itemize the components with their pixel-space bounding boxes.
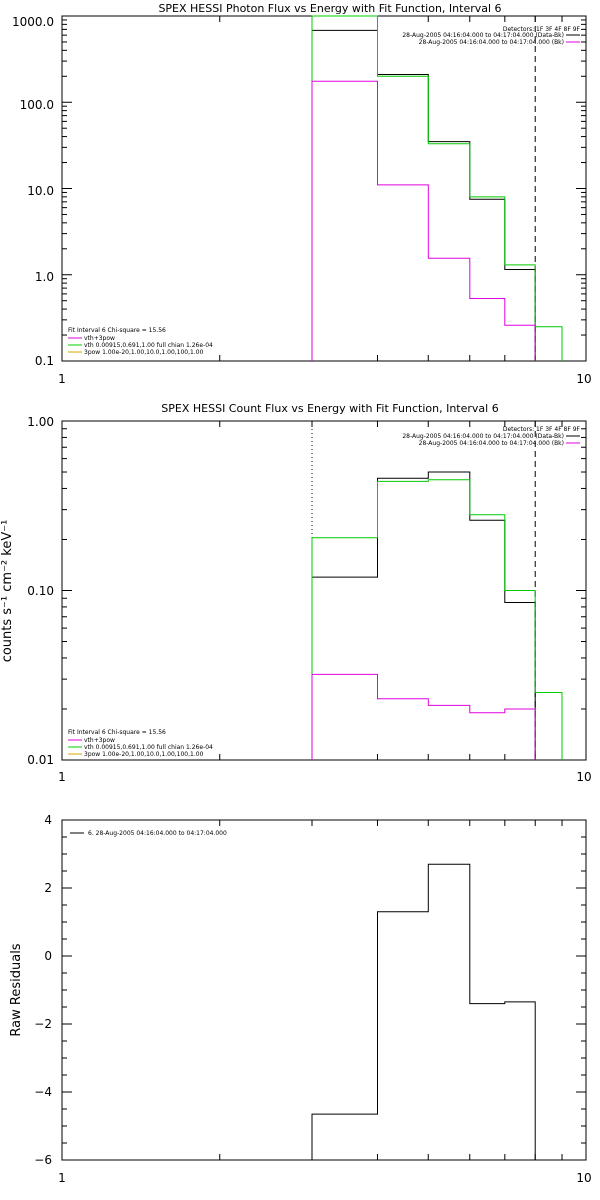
series-line-1 bbox=[311, 15, 563, 361]
series-line-0 bbox=[311, 29, 536, 361]
series-group bbox=[311, 471, 563, 760]
series-line-2 bbox=[311, 673, 536, 760]
y-tick-label: −6 bbox=[34, 1153, 52, 1167]
y-tick-label: 0.10 bbox=[27, 584, 54, 598]
y-tick-label: 1.0 bbox=[35, 270, 54, 284]
plot-frame bbox=[61, 819, 587, 1161]
series-line-0 bbox=[311, 471, 536, 760]
x-tick-label: 10 bbox=[576, 372, 591, 386]
y-tick-label: 100.0 bbox=[20, 98, 54, 112]
y-tick-label: 1.00 bbox=[27, 415, 54, 429]
legend-entry-data: 28-Aug-2005 04:16:04.000 to 04:17:04.000… bbox=[402, 32, 564, 39]
series-group bbox=[311, 863, 536, 1160]
legend-fit-vth: vth 0.00915,0.691,1.00 full chian 1.26e-… bbox=[84, 744, 213, 751]
series-line-1 bbox=[311, 479, 563, 760]
legend-fit-total: vth+3pow bbox=[84, 335, 115, 342]
series-line-2 bbox=[311, 80, 536, 361]
axis-ticks bbox=[62, 420, 586, 761]
series-group bbox=[311, 15, 563, 361]
y-tick-label: 10.0 bbox=[27, 184, 54, 198]
y-tick-label: 1000.0 bbox=[12, 15, 54, 29]
x-tick-label: 1 bbox=[58, 372, 66, 386]
y-tick-label: 4 bbox=[44, 813, 52, 827]
legend-entry-data: 28-Aug-2005 04:16:04.000 to 04:17:04.000… bbox=[402, 433, 564, 440]
legend-fit-header: Fit Interval 6 Chi-square = 15.56 bbox=[68, 327, 166, 334]
axis-ticks bbox=[62, 15, 586, 362]
panel-residuals: 4 2 0 −2 −4 −6 Raw Residuals 1 10 6. 28-… bbox=[9, 813, 592, 1185]
legend-entry-bk: 28-Aug-2005 04:16:04.000 to 04:17:04.000… bbox=[419, 39, 564, 46]
x-tick-label: 1 bbox=[58, 770, 66, 784]
y-axis-label: counts s⁻¹ cm⁻² keV⁻¹ bbox=[0, 520, 15, 663]
legend-entry-bk: 28-Aug-2005 04:16:04.000 to 04:17:04.000… bbox=[419, 440, 564, 447]
panel-photon-flux: SPEX HESSI Photon Flux vs Energy with Fi… bbox=[12, 2, 592, 386]
legend-entry-residual: 6. 28-Aug-2005 04:16:04.000 to 04:17:04.… bbox=[88, 830, 227, 837]
plot-frame bbox=[61, 15, 587, 362]
chart-title: SPEX HESSI Photon Flux vs Energy with Fi… bbox=[158, 2, 501, 15]
y-tick-label: 2 bbox=[44, 881, 52, 895]
chart-title: SPEX HESSI Count Flux vs Energy with Fit… bbox=[161, 402, 498, 415]
y-axis-label: Raw Residuals bbox=[9, 943, 24, 1036]
reference-lines bbox=[311, 16, 536, 361]
y-tick-label: 0.01 bbox=[27, 753, 54, 767]
x-tick-label: 10 bbox=[576, 770, 591, 784]
legend-detectors: Detectors: 1F 3F 4F 8F 9F bbox=[503, 26, 581, 33]
legend-fit-total: vth+3pow bbox=[84, 737, 115, 744]
series-line-0 bbox=[311, 863, 536, 1160]
legend-detectors: Detectors: 1F 3F 4F 8F 9F bbox=[503, 426, 581, 433]
legend-fit-3pow: 3pow 1.00e-20,1.00,10.0,1.00,100,1.00 bbox=[84, 349, 204, 356]
legend-fit-header: Fit Interval 6 Chi-square = 15.56 bbox=[68, 729, 166, 736]
y-tick-label: 0.1 bbox=[35, 354, 54, 368]
legend-fit-3pow: 3pow 1.00e-20,1.00,10.0,1.00,100,1.00 bbox=[84, 751, 204, 758]
legend-fit-vth: vth 0.00915,0.691,1.00 full chian 1.26e-… bbox=[84, 342, 213, 349]
x-tick-label: 10 bbox=[576, 1171, 591, 1185]
y-tick-label: −4 bbox=[34, 1085, 52, 1099]
axis-ticks bbox=[62, 819, 586, 1161]
reference-lines bbox=[311, 421, 536, 760]
y-tick-label: 0 bbox=[44, 949, 52, 963]
panel-count-flux: SPEX HESSI Count Flux vs Energy with Fit… bbox=[0, 402, 592, 784]
y-tick-label: −2 bbox=[34, 1017, 52, 1031]
x-tick-label: 1 bbox=[58, 1171, 66, 1185]
